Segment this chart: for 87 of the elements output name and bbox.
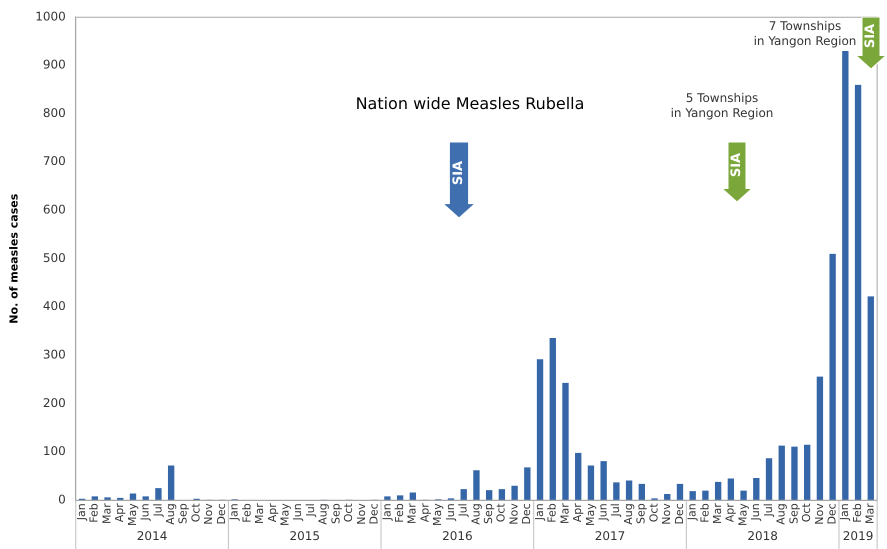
x-tick-label: Apr (113, 502, 126, 522)
y-axis-title: No. of measles cases (7, 193, 20, 324)
x-tick-label: Aug (622, 503, 635, 525)
text: 2017 (594, 529, 626, 544)
annotation: SIA (863, 23, 879, 50)
annotation: 5 Townships in Yangon Region (670, 91, 774, 120)
y-tick-label: 700 (42, 154, 66, 168)
y-tick-label: 500 (42, 250, 66, 265)
x-tick-label: Sep (634, 503, 648, 524)
x-tick-label: Dec (214, 503, 228, 525)
x-tick-label: Aug (316, 503, 330, 525)
text: 2015 (289, 529, 320, 544)
x-tick-label: Aug (469, 503, 482, 525)
x-tick-label: Nov (507, 502, 520, 525)
x-tick-label: Nov (660, 502, 674, 525)
x-tick-label: Sep (329, 503, 342, 524)
x-tick-label: Jun (596, 503, 610, 522)
x-tick-label: Feb (392, 503, 406, 523)
text: 2018 (747, 529, 778, 544)
x-tick-label: May (431, 502, 444, 526)
x-tick-label: Jul (151, 503, 164, 518)
x-tick-label: Oct (647, 502, 660, 522)
x-tick-label: Mar (253, 502, 266, 524)
x-tick-label: Mar (100, 502, 114, 524)
x-tick-label: Feb (546, 503, 559, 523)
x-tick-label: Dec (672, 503, 686, 525)
x-tick-label: Jan (686, 503, 699, 522)
x-tick-label: Apr (418, 502, 432, 522)
text: 2014 (136, 529, 168, 544)
x-tick-label: Sep (482, 503, 496, 524)
x-tick-label: Mar (710, 502, 724, 524)
x-tick-label: Mar (558, 502, 572, 524)
y-tick-label: 600 (42, 202, 66, 217)
y-tick-label: 200 (42, 396, 66, 410)
x-tick-label: Jul (456, 503, 470, 518)
x-tick-label: Mar (406, 502, 419, 524)
text: 2019 (842, 529, 874, 544)
x-tick-label: Apr (724, 502, 737, 522)
y-tick-label: 400 (42, 299, 66, 314)
annotation: 7 Townships in Yangon Region (754, 19, 856, 48)
y-tick-label: 900 (42, 58, 66, 72)
x-tick-label: Jun (138, 503, 152, 522)
x-tick-label: May (736, 502, 750, 526)
x-tick-label: Feb (698, 503, 712, 523)
x-tick-label: Jun (444, 503, 457, 522)
x-tick-label: Oct (342, 502, 356, 522)
annotation: SIA (729, 152, 745, 180)
x-tick-label: Jun (749, 503, 762, 522)
y-tick-label: 800 (42, 106, 66, 120)
x-tick-label: Jan (380, 503, 394, 522)
x-tick-label: May (278, 502, 292, 526)
x-tick-label: Jun (291, 503, 304, 522)
x-tick-label: Oct (800, 502, 814, 522)
annotation: Nation wide Measles Rubella (354, 94, 586, 114)
x-tick-label: Nov (202, 502, 216, 525)
x-tick-label: Nov (354, 502, 368, 525)
x-tick-label: Feb (88, 503, 101, 523)
x-tick-label: Sep (787, 503, 800, 524)
x-tick-label: Sep (176, 503, 190, 524)
x-tick-label: Oct (189, 502, 202, 522)
x-tick-label: Feb (240, 503, 254, 523)
x-tick-label: Dec (825, 503, 838, 525)
y-tick-label: 0 (58, 492, 66, 506)
x-tick-label: Aug (164, 503, 178, 525)
x-tick-label: Mar (864, 502, 877, 524)
x-tick-label: May (126, 502, 139, 526)
x-tick-label: Dec (520, 503, 534, 525)
x-tick-label: Jan (838, 503, 852, 522)
x-tick-label: Apr (266, 502, 279, 522)
x-tick-label: May (584, 502, 597, 526)
text: 2016 (442, 529, 473, 544)
x-tick-label: Jul (609, 503, 622, 518)
y-tick-label: 300 (42, 347, 66, 362)
x-tick-label: Jul (762, 503, 775, 518)
x-tick-label: Feb (850, 503, 864, 523)
x-tick-label: Jan (74, 503, 88, 522)
y-tick-label: 100 (42, 444, 66, 458)
x-tick-label: Jan (532, 503, 546, 522)
y-tick-label: 1000 (35, 9, 66, 24)
annotation: SIA (451, 160, 467, 187)
x-tick-label: Jan (228, 503, 241, 522)
x-tick-label: Jul (304, 503, 317, 518)
x-tick-label: Dec (368, 503, 381, 525)
x-tick-label: Apr (571, 502, 584, 522)
x-tick-label: Nov (812, 502, 826, 525)
x-tick-label: Oct (494, 502, 508, 522)
x-tick-label: Aug (774, 503, 788, 525)
